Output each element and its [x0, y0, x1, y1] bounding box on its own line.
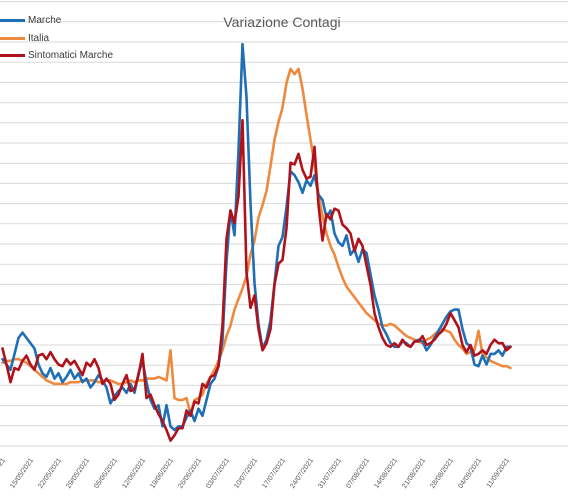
x-tick-label: 22/05/2021: [37, 457, 63, 490]
legend-label-marche: Marche: [28, 15, 62, 27]
x-tick-label: 07/08/2021: [345, 457, 371, 490]
legend-label-sintomatici-marche: Sintomatici Marche: [28, 50, 114, 62]
x-tick-label: 21/08/2021: [401, 457, 427, 490]
chart-title-text: Variazione Contagi: [223, 14, 341, 30]
legend: Marche Italia Sintomatici Marche: [0, 12, 113, 65]
x-tick-label: 19/06/2021: [149, 457, 175, 490]
x-tick-label: 31/07/2021: [317, 457, 343, 490]
x-tick-label: 03/07/2021: [205, 457, 231, 490]
chart-title: Variazione Contagi: [0, 14, 568, 30]
x-tick-label: 12/06/2021: [121, 457, 147, 490]
legend-swatch-sintomatici-marche: [0, 54, 25, 58]
x-tick-label: 08/05/2021: [0, 457, 7, 490]
series-line-marche: [1, 42, 512, 432]
x-tick-label: 29/05/2021: [65, 457, 91, 490]
x-tick-label: 15/05/2021: [9, 457, 35, 490]
x-tick-label: 28/08/2021: [429, 457, 455, 490]
legend-swatch-italia: [0, 36, 25, 40]
x-tick-label: 26/06/2021: [177, 457, 203, 490]
x-tick-label: 14/08/2021: [373, 457, 399, 490]
series-lines: [1, 42, 512, 442]
legend-item-marche: Marche: [0, 12, 113, 30]
x-tick-label: 17/07/2021: [261, 457, 287, 490]
x-tick-label: 24/07/2021: [289, 457, 315, 490]
x-tick-label: 10/07/2021: [233, 457, 259, 490]
x-axis-ticks: 08/05/2021 15/05/2021 22/05/2021 29/05/2021…: [0, 457, 511, 490]
series-line-italia: [1, 67, 512, 416]
legend-swatch-marche: [0, 19, 25, 23]
series-line-sintomatici-marche: [1, 118, 512, 442]
legend-item-sintomatici-marche: Sintomatici Marche: [0, 47, 113, 65]
legend-item-italia: Italia: [0, 30, 113, 48]
legend-label-italia: Italia: [28, 32, 50, 44]
x-tick-label: 05/06/2021: [93, 457, 119, 490]
x-tick-label: 11/09/2021: [486, 457, 512, 489]
x-tick-label: 04/09/2021: [457, 457, 483, 490]
